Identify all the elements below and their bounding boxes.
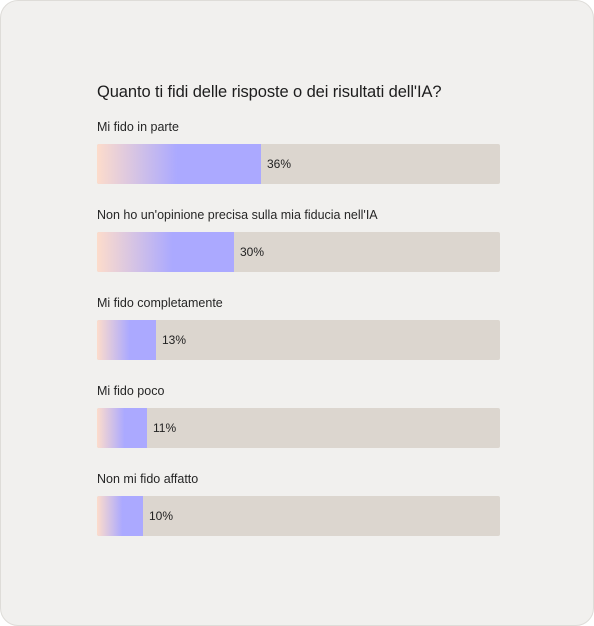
bar-track: 13%: [97, 320, 500, 360]
bar-fill: [97, 144, 261, 184]
bar-value-label: 30%: [240, 245, 265, 259]
bar-fill: [97, 320, 156, 360]
bar-track: 30%: [97, 232, 500, 272]
bar-category-label: Mi fido in parte: [97, 120, 179, 134]
bar-category-label: Non mi fido affatto: [97, 472, 199, 486]
bar-fill: [97, 232, 234, 272]
bar-track: 11%: [97, 408, 500, 448]
bar-fill: [97, 496, 143, 536]
bar-row: Mi fido poco 11%: [97, 383, 500, 448]
bar-track: 36%: [97, 144, 500, 184]
bar-row: Mi fido completamente 13%: [97, 295, 500, 360]
bar-category-label: Mi fido completamente: [97, 296, 223, 310]
bar-row: Non ho un'opinione precisa sulla mia fid…: [97, 207, 500, 272]
bar-value-label: 10%: [149, 509, 174, 523]
bar-category-label: Non ho un'opinione precisa sulla mia fid…: [97, 208, 378, 222]
bar-value-label: 11%: [153, 421, 177, 435]
bar-fill: [97, 408, 147, 448]
bar-track: 10%: [97, 496, 500, 536]
bar-value-label: 36%: [267, 157, 292, 171]
bar-value-label: 13%: [162, 333, 187, 347]
bar-row: Non mi fido affatto 10%: [97, 471, 500, 536]
bar-row: Mi fido in parte 36%: [97, 119, 500, 184]
bar-category-label: Mi fido poco: [97, 384, 165, 398]
chart-title: Quanto ti fidi delle risposte o dei risu…: [97, 83, 442, 101]
